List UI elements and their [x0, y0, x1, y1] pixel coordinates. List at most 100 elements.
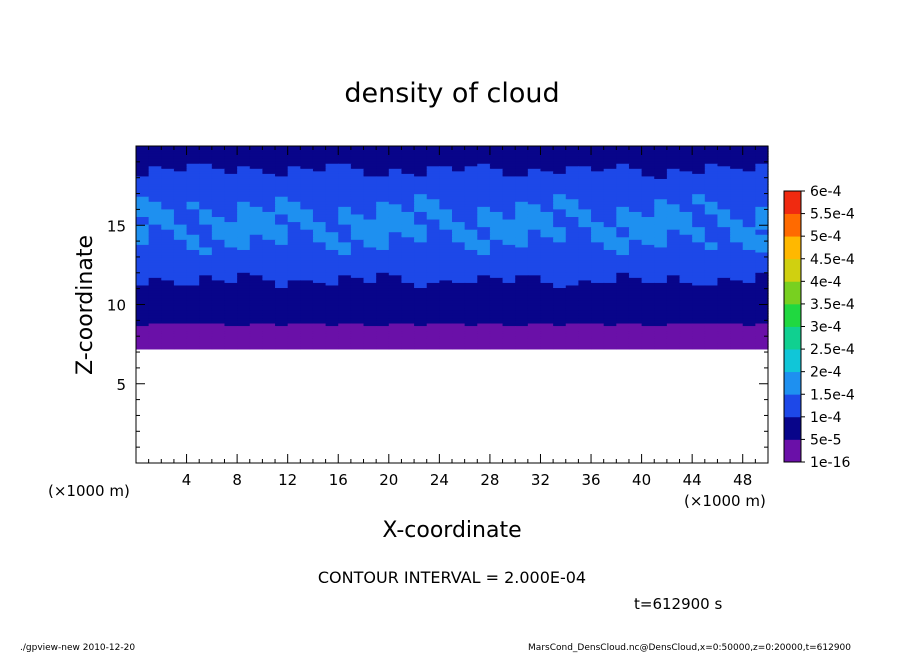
density-cell	[312, 168, 327, 172]
density-cell	[426, 277, 440, 282]
density-cell	[186, 343, 200, 347]
density-cell	[628, 196, 643, 200]
density-cell	[439, 219, 453, 223]
density-cell	[742, 277, 756, 282]
density-cell	[388, 326, 403, 330]
density-cell	[376, 290, 390, 294]
density-cell	[376, 156, 390, 160]
density-cell	[275, 305, 289, 309]
density-cell	[401, 158, 415, 162]
density-cell	[515, 333, 529, 337]
density-cell	[312, 295, 327, 299]
density-cell	[148, 227, 162, 231]
density-cell	[641, 237, 655, 241]
density-cell	[148, 270, 162, 274]
density-cell	[249, 184, 263, 188]
density-cell	[300, 158, 314, 162]
density-cell	[211, 204, 226, 208]
density-cell	[578, 194, 592, 198]
density-cell	[401, 295, 415, 299]
density-cell	[704, 336, 719, 340]
density-cell	[603, 247, 617, 251]
density-cell	[464, 249, 478, 254]
density-cell	[565, 257, 579, 261]
density-cell	[249, 206, 263, 210]
density-cell	[414, 313, 428, 317]
density-cell	[401, 234, 415, 238]
density-cell	[578, 260, 592, 264]
density-cell	[540, 232, 554, 236]
density-cell	[186, 267, 200, 271]
density-cell	[515, 260, 529, 264]
density-cell	[173, 320, 188, 325]
density-cell	[350, 267, 365, 271]
colorbar-swatch	[784, 394, 801, 418]
density-cell	[275, 239, 289, 243]
density-cell	[527, 333, 542, 337]
density-cell	[136, 249, 150, 254]
density-cell	[515, 227, 529, 231]
density-cell	[489, 204, 504, 208]
density-cell	[237, 270, 251, 274]
density-cell	[616, 336, 630, 340]
density-cell	[148, 222, 162, 226]
density-cell	[578, 315, 592, 320]
density-cell	[641, 214, 655, 218]
density-cell	[679, 267, 693, 271]
density-cell	[730, 282, 744, 287]
density-cell	[489, 331, 504, 335]
density-cell	[515, 214, 529, 218]
density-cell	[742, 310, 756, 314]
density-cell	[439, 265, 453, 269]
density-cell	[591, 326, 605, 330]
density-cell	[654, 252, 668, 256]
density-cell	[388, 313, 403, 317]
density-cell	[540, 234, 554, 238]
density-cell	[350, 153, 365, 157]
density-cell	[603, 176, 617, 180]
density-cell	[578, 270, 592, 274]
density-cell	[515, 189, 529, 193]
density-cell	[325, 262, 339, 266]
density-cell	[237, 224, 251, 228]
density-cell	[591, 255, 605, 259]
density-cell	[338, 224, 352, 228]
density-cell	[477, 244, 491, 249]
density-cell	[654, 201, 668, 205]
density-cell	[275, 163, 289, 167]
density-cell	[363, 229, 377, 233]
density-cell	[300, 318, 314, 322]
density-cell	[312, 318, 327, 322]
density-cell	[376, 341, 390, 345]
density-cell	[211, 326, 226, 330]
density-cell	[452, 173, 466, 178]
density-cell	[350, 328, 365, 332]
density-cell	[464, 199, 478, 203]
x-tick-label: 40	[632, 471, 651, 489]
density-cell	[414, 336, 428, 340]
density-cell	[679, 237, 693, 241]
density-cell	[654, 320, 668, 325]
density-cell	[628, 224, 643, 228]
density-cell	[654, 303, 668, 307]
density-cell	[426, 318, 440, 322]
density-cell	[173, 227, 188, 231]
density-cell	[249, 262, 263, 266]
density-cell	[161, 252, 175, 256]
density-cell	[388, 285, 403, 289]
density-cell	[350, 181, 365, 185]
density-cell	[199, 262, 213, 266]
density-cell	[515, 293, 529, 297]
density-cell	[148, 156, 162, 160]
density-cell	[439, 206, 453, 210]
density-cell	[553, 244, 567, 249]
density-cell	[578, 262, 592, 266]
density-cell	[287, 148, 301, 152]
density-cell	[325, 315, 339, 320]
density-cell	[325, 196, 339, 200]
density-cell	[338, 255, 352, 259]
density-cell	[262, 262, 276, 266]
density-cell	[553, 333, 567, 337]
density-cell	[717, 275, 731, 279]
density-cell	[439, 305, 453, 309]
